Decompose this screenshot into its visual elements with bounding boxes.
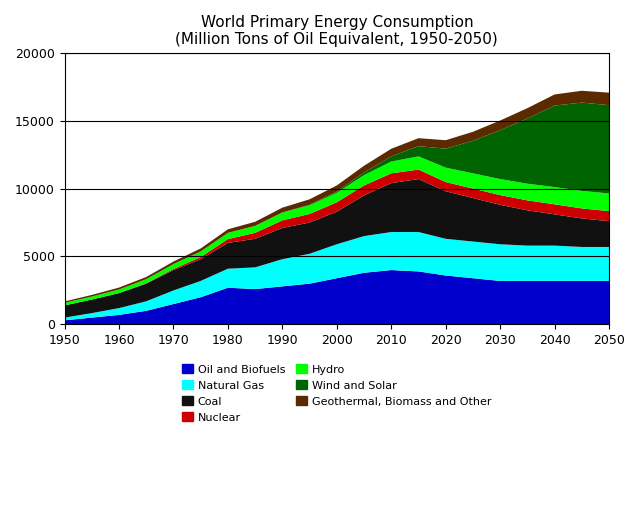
Title: World Primary Energy Consumption
(Million Tons of Oil Equivalent, 1950-2050): World Primary Energy Consumption (Millio… [175,15,498,47]
Legend: Oil and Biofuels, Natural Gas, Coal, Nuclear, Hydro, Wind and Solar, Geothermal,: Oil and Biofuels, Natural Gas, Coal, Nuc… [178,360,496,427]
